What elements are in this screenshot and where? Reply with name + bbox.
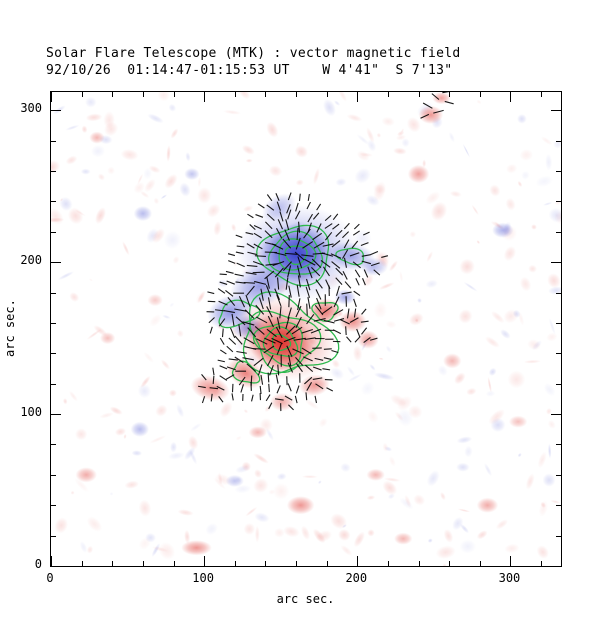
axis-tick: [556, 384, 561, 385]
axis-tick: [82, 92, 83, 97]
axis-tick: [556, 171, 561, 172]
axis-tick: [51, 444, 56, 445]
axis-tick: [551, 110, 561, 111]
axis-tick: [556, 353, 561, 354]
axis-tick: [296, 92, 297, 97]
axis-tick: [388, 561, 389, 566]
axis-tick: [449, 561, 450, 566]
axis-tick: [51, 353, 56, 354]
y-axis-label: arc sec.: [3, 299, 17, 357]
axis-tick: [556, 323, 561, 324]
axis-tick: [510, 556, 511, 566]
axis-tick: [327, 92, 328, 97]
axis-tick: [265, 561, 266, 566]
axis-tick: [556, 505, 561, 506]
x-axis-label: arc sec.: [276, 592, 335, 606]
axis-tick: [480, 92, 481, 97]
axis-tick: [51, 232, 56, 233]
axis-tick: [556, 293, 561, 294]
y-tick-label: 200: [20, 253, 42, 268]
figure-title: Solar Flare Telescope (MTK) : vector mag…: [46, 46, 461, 61]
axis-tick: [82, 561, 83, 566]
axis-tick: [51, 414, 61, 415]
axis-tick: [143, 92, 144, 97]
axis-tick: [541, 561, 542, 566]
axis-tick: [551, 566, 561, 567]
x-tick-label: 200: [345, 571, 368, 585]
axis-tick: [204, 556, 205, 566]
axis-tick: [357, 92, 358, 102]
axis-tick: [556, 536, 561, 537]
figure-subtitle: 92/10/26 01:14:47-01:15:53 UT W 4'41" S …: [46, 63, 453, 78]
x-tick-label: 0: [46, 571, 54, 585]
axis-tick: [51, 92, 52, 102]
axis-tick: [112, 561, 113, 566]
axis-tick: [51, 536, 56, 537]
axis-tick: [551, 414, 561, 415]
y-tick-label: 0: [34, 557, 42, 571]
axis-tick: [51, 110, 61, 111]
x-tick-label: 100: [192, 571, 214, 585]
axis-tick: [419, 561, 420, 566]
axis-tick: [51, 566, 61, 567]
axis-tick: [51, 556, 52, 566]
axis-tick: [296, 561, 297, 566]
axis-tick: [265, 92, 266, 97]
axis-tick: [51, 262, 61, 263]
axis-tick: [556, 232, 561, 233]
axis-tick: [388, 92, 389, 97]
plot-frame: [50, 91, 562, 567]
axis-tick: [51, 141, 56, 142]
y-tick-label: 300: [20, 101, 42, 116]
axis-tick: [327, 561, 328, 566]
axis-tick: [419, 92, 420, 97]
axis-tick: [51, 384, 56, 385]
axis-tick: [51, 505, 56, 506]
axis-tick: [51, 171, 56, 172]
axis-tick: [51, 201, 56, 202]
axis-tick: [174, 561, 175, 566]
axis-tick: [204, 92, 205, 102]
axis-tick: [556, 141, 561, 142]
axis-tick: [235, 561, 236, 566]
axis-tick: [51, 475, 56, 476]
axis-tick: [143, 561, 144, 566]
axis-tick: [51, 323, 56, 324]
axis-tick: [235, 92, 236, 97]
axis-tick: [174, 92, 175, 97]
axis-tick: [556, 444, 561, 445]
axis-tick: [541, 92, 542, 97]
axis-tick: [480, 561, 481, 566]
axis-tick: [551, 262, 561, 263]
axis-tick: [449, 92, 450, 97]
axis-tick: [556, 201, 561, 202]
axis-tick: [357, 556, 358, 566]
y-tick-label: 100: [20, 405, 42, 420]
axis-tick: [112, 92, 113, 97]
x-tick-label: 300: [498, 571, 521, 585]
axis-tick: [51, 293, 56, 294]
axis-tick: [510, 92, 511, 102]
axis-tick: [556, 475, 561, 476]
magnetogram-canvas: [51, 92, 561, 566]
